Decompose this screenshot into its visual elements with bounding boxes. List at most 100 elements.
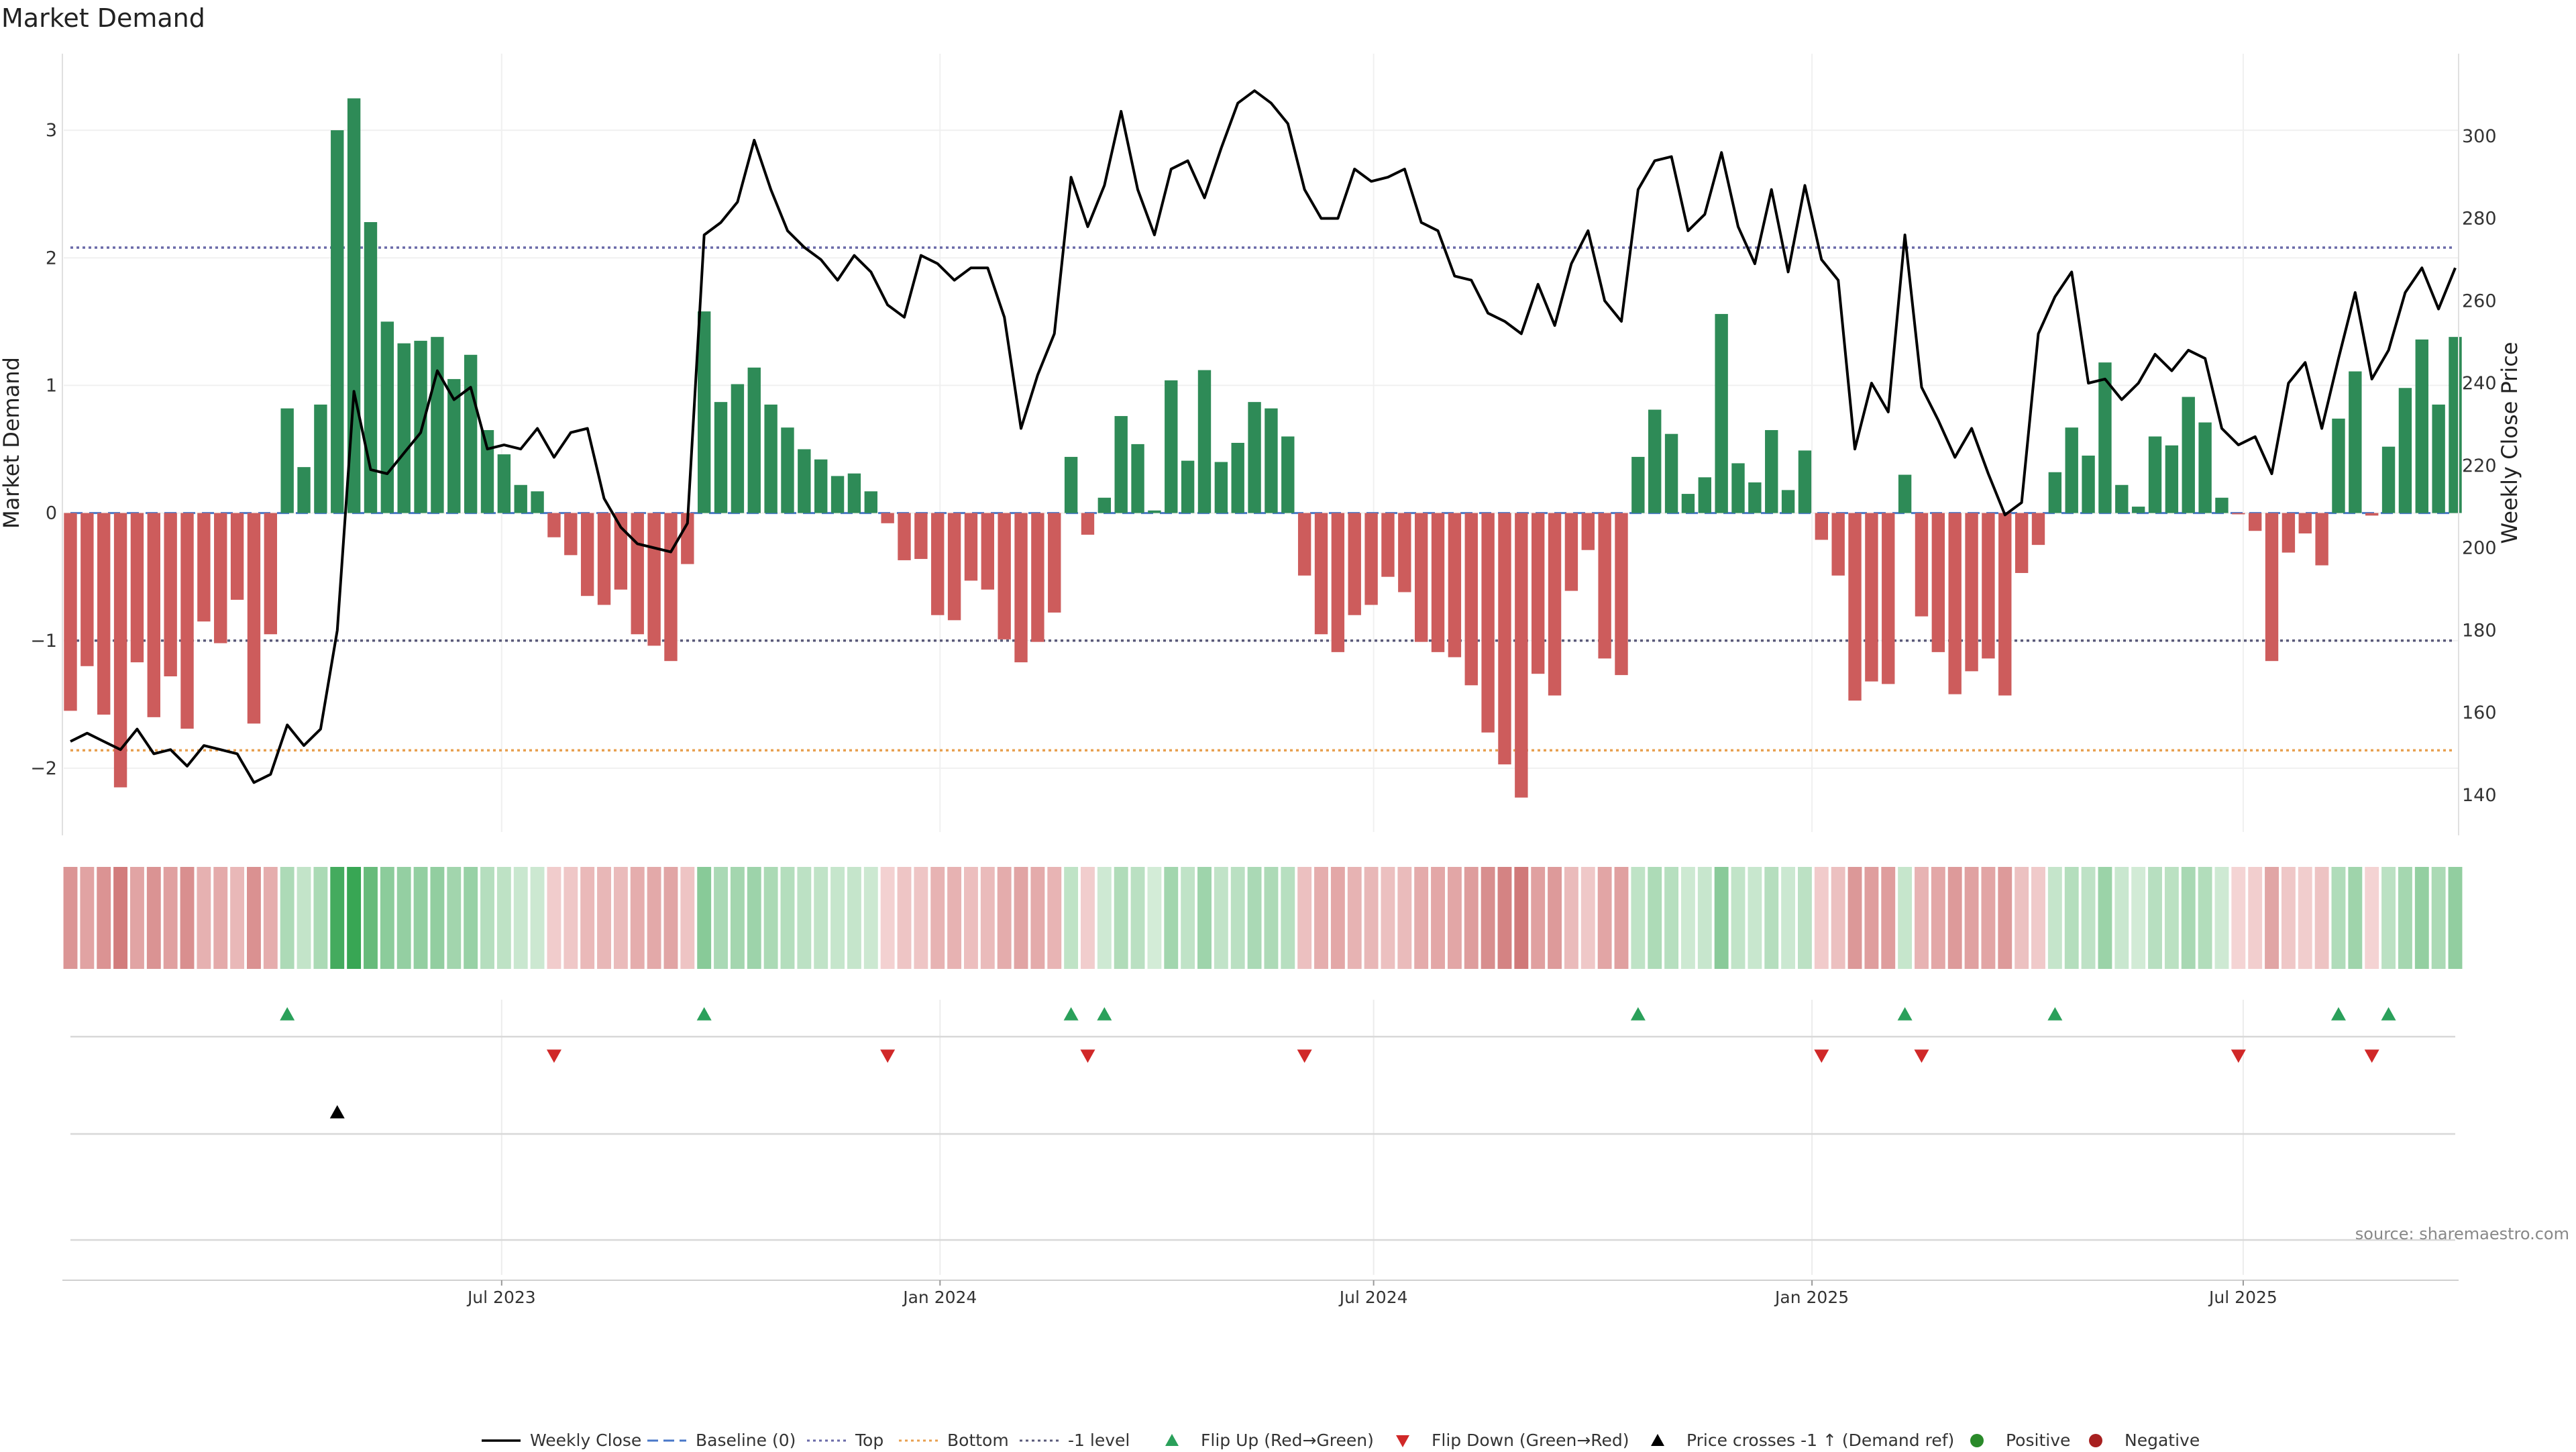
demand-bar [364,222,378,513]
heat-cell [180,867,195,969]
demand-bar [1531,513,1545,674]
heat-cell [2348,867,2363,969]
heat-cell [496,867,511,969]
heat-cell [863,867,878,969]
heat-cell [97,867,111,969]
heat-cell [730,867,745,969]
heat-cell [930,867,945,969]
demand-bar [2332,418,2345,513]
heat-cell [1064,867,1079,969]
demand-bar [1381,513,1395,577]
legend-swatch-triangle-down [1396,1435,1409,1447]
left-axis-label: Market Demand [0,357,24,529]
weekly-close-line [70,89,2457,784]
demand-bar [497,454,511,513]
heat-cell [613,867,628,969]
heat-cell [1981,867,1996,969]
heat-cell [1664,867,1679,969]
heat-cell [1481,867,1495,969]
heat-cell [530,867,545,969]
left-tick-label: 2 [46,248,57,268]
heat-cell [1831,867,1845,969]
heat-cell [1097,867,1112,969]
demand-bar [1998,513,2012,696]
demand-bar [130,513,144,663]
flip-up-marker [2047,1007,2063,1021]
heat-cell [1431,867,1445,969]
heat-cell [1964,867,1979,969]
heat-cell [814,867,828,969]
flip-up-marker [1097,1007,1112,1021]
flip-up-marker [2330,1007,2346,1021]
demand-bar [580,513,594,597]
demand-bar [2298,513,2312,534]
demand-bar [547,513,561,537]
demand-bar [964,513,978,581]
heat-cell [2214,867,2229,969]
legend-label: Positive [2006,1431,2070,1449]
demand-bar [97,513,111,715]
demand-bar [847,473,861,513]
heat-cell [597,867,611,969]
heat-cell [2164,867,2179,969]
heat-cell [364,867,378,969]
heat-cell [297,867,311,969]
heat-cell [1164,867,1179,969]
legend-label: Negative [2125,1431,2200,1449]
demand-bar [564,513,578,556]
event-marker-rows [70,1007,2455,1241]
heat-cell [980,867,995,969]
demand-bar [747,367,761,513]
demand-bar [1664,433,1678,513]
heat-cell [697,867,712,969]
flip-up-marker [1630,1007,1646,1021]
heat-cell [2231,867,2246,969]
demand-bar [64,513,77,711]
demand-bar [864,491,877,513]
legend-label: Top [855,1431,883,1449]
demand-bars [64,98,2462,798]
demand-bar [1631,456,1645,513]
demand-bar [1715,313,1728,513]
heat-cell [1864,867,1879,969]
demand-bar [197,513,211,622]
right-tick-label: 280 [2462,209,2497,229]
demand-bar [1965,513,1978,672]
heat-cell [1347,867,1362,969]
demand-bar [1815,513,1829,540]
grid-layer [64,54,2459,1275]
heat-cell [2398,867,2412,969]
demand-bar [764,404,777,513]
heat-cell [464,867,478,969]
heat-cell [80,867,95,969]
heat-cell [1114,867,1128,969]
demand-bar [1431,513,1445,652]
heat-cell [564,867,578,969]
heat-cell [680,867,695,969]
heat-cell [247,867,261,969]
demand-bar [1464,513,1478,686]
heat-cell [1781,867,1796,969]
demand-bar [1481,513,1495,733]
heat-cell [263,867,278,969]
flip-up-marker [1897,1007,1913,1021]
heat-cell [1714,867,1729,969]
heat-cell [146,867,161,969]
right-tick-label: 160 [2462,703,2497,723]
legend-label: Price crosses -1 ↑ (Demand ref) [1686,1431,1954,1449]
demand-bar [264,513,278,635]
demand-bar [947,513,961,621]
heat-cell [2131,867,2146,969]
demand-bar [1398,513,1411,592]
demand-bar [1031,513,1044,642]
demand-bar [731,384,745,513]
demand-bar [681,513,694,564]
heat-strip [63,867,2463,969]
right-tick-label: 200 [2462,538,2497,559]
heat-cell [396,867,411,969]
heat-cell [580,867,595,969]
demand-bar [1081,513,1095,535]
demand-bar [2449,337,2462,513]
demand-bar [697,311,711,513]
demand-bar [614,513,628,590]
